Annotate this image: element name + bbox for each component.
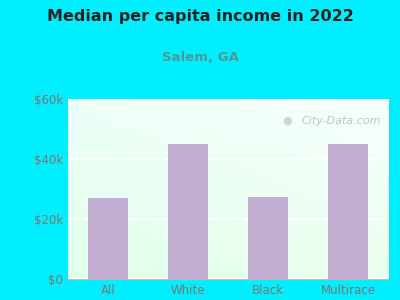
Bar [168,144,208,279]
Text: Salem, GA: Salem, GA [162,51,238,64]
Bar [328,144,368,279]
Bar [248,196,288,279]
Bar [88,198,128,279]
Text: Median per capita income in 2022: Median per capita income in 2022 [46,9,354,24]
Text: ●: ● [282,116,292,126]
Text: City-Data.com: City-Data.com [302,116,381,126]
